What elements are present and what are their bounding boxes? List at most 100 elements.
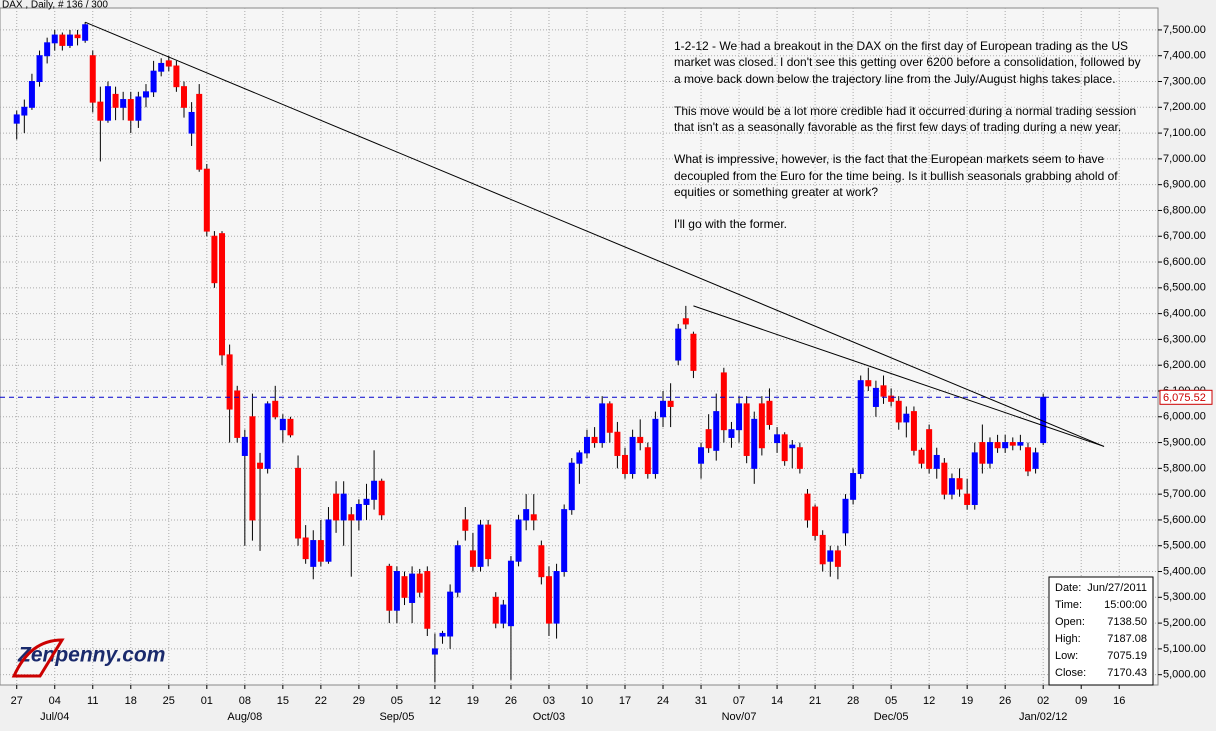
candle-body (44, 42, 51, 57)
candle-body (994, 442, 1001, 449)
candle-body (348, 514, 355, 521)
candle-body (264, 403, 271, 469)
candle-body (652, 418, 659, 475)
x-tick-label: 10 (581, 695, 593, 707)
x-tick-label: 29 (353, 695, 365, 707)
candle-body (918, 449, 925, 464)
candle-body (401, 576, 408, 598)
candle-body (781, 434, 788, 462)
x-tick-label: 16 (1113, 695, 1125, 707)
candle-body (637, 436, 644, 444)
annotation-paragraph: What is impressive, however, is the fact… (674, 152, 1118, 200)
y-tick-label: 5,700.00 (1163, 488, 1206, 500)
x-tick-label: 19 (961, 695, 973, 707)
candle-body (622, 454, 629, 475)
candle-body (1009, 442, 1016, 446)
candle-body (485, 524, 492, 560)
y-tick-label: 5,400.00 (1163, 565, 1206, 577)
candle-body (355, 503, 362, 521)
candle-body (690, 333, 697, 371)
candle-body (28, 81, 35, 108)
y-tick-label: 6,300.00 (1163, 333, 1206, 345)
y-tick-label: 6,600.00 (1163, 256, 1206, 268)
candle-body (173, 65, 180, 88)
candle-body (1017, 442, 1024, 446)
x-tick-label: 27 (11, 695, 23, 707)
x-tick-label: 19 (467, 695, 479, 707)
candle-body (948, 478, 955, 495)
candle-body (120, 99, 127, 108)
month-label: Sep/05 (379, 711, 414, 723)
y-tick-label: 7,100.00 (1163, 127, 1206, 139)
info-value: 7170.43 (1107, 667, 1147, 679)
info-label: Close: (1055, 667, 1086, 679)
candle-body (424, 571, 431, 629)
candle-body (796, 447, 803, 469)
candle-body (986, 442, 993, 464)
candle-body (59, 34, 66, 46)
candle-body (36, 55, 43, 83)
x-tick-label: 24 (657, 695, 669, 707)
y-tick-label: 5,200.00 (1163, 617, 1206, 629)
candle-body (812, 506, 819, 536)
candle-body (751, 418, 758, 469)
candle-body (538, 545, 545, 578)
candle-body (910, 411, 917, 451)
candle-body (310, 540, 317, 567)
candle-body (477, 524, 484, 567)
info-box (1048, 576, 1154, 686)
candle-body (895, 400, 902, 423)
x-tick-label: 05 (391, 695, 403, 707)
candle-body (234, 390, 241, 438)
candle-body (241, 436, 248, 456)
y-tick-label: 7,400.00 (1163, 50, 1206, 62)
candle-body (660, 400, 667, 418)
y-tick-label: 7,000.00 (1163, 153, 1206, 165)
candle-body (1024, 447, 1031, 472)
candle-body (196, 93, 203, 170)
trend-line (693, 305, 1105, 447)
candle-body (66, 34, 73, 46)
candle-body (614, 431, 621, 456)
candle-body (74, 34, 81, 39)
candle-body (158, 62, 165, 72)
info-value: 7138.50 (1107, 616, 1147, 628)
x-tick-label: 26 (505, 695, 517, 707)
annotation-paragraph: This move would be a lot more credible h… (674, 103, 1137, 135)
candle-body (447, 591, 454, 637)
candle-body (789, 444, 796, 449)
candle-body (850, 473, 857, 500)
candle-body (203, 168, 210, 232)
x-tick-label: 15 (277, 695, 289, 707)
candle-body (865, 380, 872, 387)
candle-body (675, 328, 682, 361)
candles (13, 22, 1047, 683)
candle-body (819, 534, 826, 565)
candle-body (150, 70, 157, 93)
candle-body (416, 573, 423, 593)
x-tick-label: 31 (695, 695, 707, 707)
y-tick-label: 5,000.00 (1163, 669, 1206, 681)
candle-body (774, 434, 781, 444)
candle-body (439, 632, 446, 637)
logo-swoosh (11, 638, 65, 678)
candle-body (1032, 452, 1039, 469)
candle-body (507, 560, 514, 627)
x-tick-label: 14 (771, 695, 783, 707)
candle-body (629, 436, 636, 475)
candle-body (698, 447, 705, 464)
candle-body (219, 233, 226, 356)
y-tick-label: 7,200.00 (1163, 101, 1206, 113)
x-tick-label: 25 (163, 695, 175, 707)
candle-body (325, 519, 332, 562)
candle-body (317, 540, 324, 562)
candle-body (188, 111, 195, 134)
annotation-paragraph: I'll go with the former. (674, 217, 788, 232)
x-tick-label: 01 (201, 695, 213, 707)
x-tick-label: 09 (1075, 695, 1087, 707)
chart-title: DAX , Daily, # 136 / 300 (2, 0, 108, 11)
candle-body (941, 462, 948, 495)
x-tick-label: 05 (885, 695, 897, 707)
x-tick-label: 11 (87, 695, 98, 707)
